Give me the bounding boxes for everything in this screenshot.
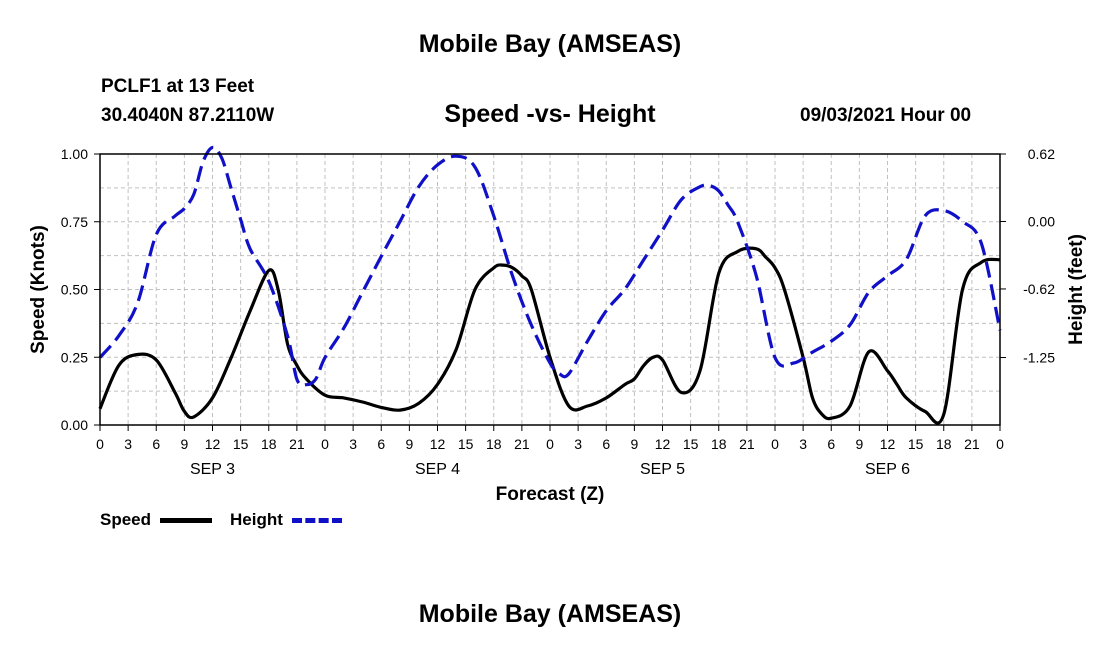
x-tick-label: 15 xyxy=(458,436,474,452)
grid xyxy=(100,154,1000,425)
y2-tick-label: -0.62 xyxy=(1023,281,1055,297)
x-tick-label: 0 xyxy=(771,436,779,452)
x-tick-label: 21 xyxy=(514,436,530,452)
x-axis-label: Forecast (Z) xyxy=(496,484,605,505)
x-tick-label: 12 xyxy=(430,436,446,452)
x-tick-label: 9 xyxy=(405,436,413,452)
run-time: 09/03/2021 Hour 00 xyxy=(800,105,972,126)
x-tick-label: 6 xyxy=(377,436,385,452)
x-tick-label: 21 xyxy=(289,436,305,452)
footer-title: Mobile Bay (AMSEAS) xyxy=(418,600,682,628)
x-tick-label: 9 xyxy=(855,436,863,452)
y-tick-label: 0.25 xyxy=(61,349,88,365)
x-tick-label: 12 xyxy=(205,436,221,452)
y-tick-label: 1.00 xyxy=(61,146,88,162)
day-label: SEP 6 xyxy=(865,461,910,478)
speed-series-line xyxy=(98,246,1001,425)
station-coords: 30.4040N 87.2110W xyxy=(101,105,275,126)
x-tick-label: 3 xyxy=(799,436,807,452)
x-tick-label: 21 xyxy=(964,436,980,452)
x-tick-label: 18 xyxy=(261,436,277,452)
y-axis-label: Speed (Knots) xyxy=(28,225,49,354)
x-tick-label: 9 xyxy=(630,436,638,452)
x-tick-label: 15 xyxy=(233,436,249,452)
legend-height-label: Height xyxy=(230,510,283,529)
x-tick-label: 0 xyxy=(996,436,1004,452)
x-tick-label: 18 xyxy=(486,436,502,452)
x-tick-label: 3 xyxy=(574,436,582,452)
chart-plot: 0 3 6 9 12 15 18 21 0 3 6 9 12 15 18 21 0 3 6 9 12 15 18 21 0 3 6 9… xyxy=(28,145,1087,505)
x-tick-label: 0 xyxy=(321,436,329,452)
y-tick-label: 0.50 xyxy=(61,282,88,298)
y2-tick-label: 0.00 xyxy=(1028,213,1055,229)
y-tick-label: 0.75 xyxy=(61,214,88,230)
x-tick-label: 21 xyxy=(739,436,755,452)
x-tick-label: 6 xyxy=(602,436,610,452)
x-tick-label: 3 xyxy=(124,436,132,452)
x-tick-label: 9 xyxy=(180,436,188,452)
legend-speed-swatch xyxy=(160,518,212,523)
x-tick-label: 18 xyxy=(936,436,952,452)
x-tick-label: 0 xyxy=(96,436,104,452)
height-series-line xyxy=(98,145,1002,387)
x-tick-label: 6 xyxy=(827,436,835,452)
x-tick-label: 6 xyxy=(152,436,160,452)
station-label: PCLF1 at 13 Feet xyxy=(101,76,255,97)
y2-tick-label: -1.25 xyxy=(1023,350,1055,366)
series-layer xyxy=(98,145,1002,425)
x-tick-label: 15 xyxy=(908,436,924,452)
y-tick-label: 0.00 xyxy=(61,417,88,433)
plot-title: Speed -vs- Height xyxy=(444,100,656,128)
y2-axis-label: Height (feet) xyxy=(1066,234,1087,345)
day-label: SEP 4 xyxy=(415,461,460,478)
day-label: SEP 5 xyxy=(640,461,685,478)
axes: 0 3 6 9 12 15 18 21 0 3 6 9 12 15 18 21 0 3 6 9 12 15 18 21 0 3 6 9… xyxy=(28,146,1087,505)
x-tick-label: 15 xyxy=(683,436,699,452)
x-tick-label: 18 xyxy=(711,436,727,452)
chart-title: Mobile Bay (AMSEAS) xyxy=(418,30,682,58)
day-label: SEP 3 xyxy=(190,461,235,478)
y2-tick-label: 0.62 xyxy=(1028,146,1055,162)
x-tick-label: 3 xyxy=(349,436,357,452)
x-tick-label: 12 xyxy=(655,436,671,452)
x-tick-label: 0 xyxy=(546,436,554,452)
x-tick-label: 12 xyxy=(880,436,896,452)
legend-speed-label: Speed xyxy=(100,510,152,529)
legend-height-swatch xyxy=(292,518,342,523)
